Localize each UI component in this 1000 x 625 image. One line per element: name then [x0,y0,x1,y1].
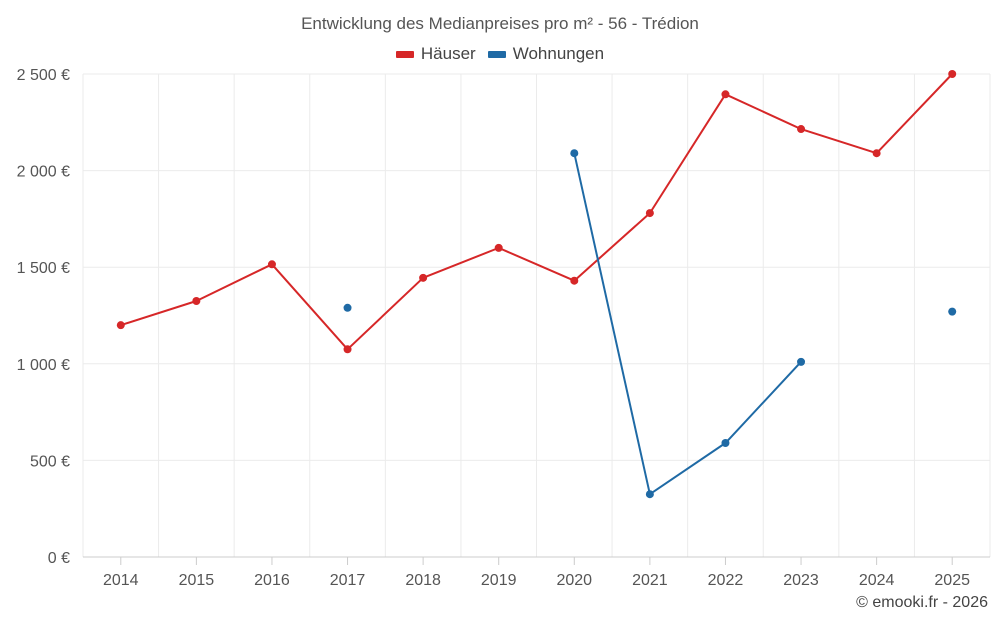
point-haeuser-2025 [948,70,957,78]
y-tick-label-1500: 1 500 € [17,260,70,277]
legend-item-wohnungen[interactable]: Wohnungen [487,44,605,64]
x-tick-label-2021: 2021 [632,572,668,589]
point-haeuser-2014 [116,321,125,330]
point-haeuser-2022 [721,90,730,99]
legend-label-wohnungen: Wohnungen [512,44,605,63]
series-line-haeuser-0 [120,73,953,351]
point-wohnungen-2021 [645,490,654,499]
point-wohnungen-2025 [948,307,957,316]
x-tick-label-2022: 2022 [708,572,744,589]
y-tick-label-1000: 1 000 € [17,357,70,374]
point-wohnungen-2020 [570,149,579,158]
legend-swatch-wohnungen [487,50,506,58]
point-haeuser-2019 [494,243,503,252]
point-haeuser-2020 [570,276,579,285]
y-tick-label-2500: 2 500 € [17,67,70,84]
x-tick-label-2025: 2025 [934,572,970,589]
legend-swatch-haeuser [395,50,414,58]
x-tick-label-2020: 2020 [556,572,592,589]
point-wohnungen-2022 [721,439,730,448]
point-haeuser-2015 [192,297,201,306]
y-tick-label-0: 0 € [48,550,70,567]
x-tick-label-2019: 2019 [481,572,517,589]
y-tick-label-2000: 2 000 € [17,164,70,181]
x-tick-label-2015: 2015 [179,572,215,589]
point-wohnungen-2023 [797,357,806,366]
legend-item-haeuser[interactable]: Häuser [395,44,476,64]
point-haeuser-2018 [419,273,428,282]
x-tick-label-2018: 2018 [405,572,441,589]
copyright-text: © emooki.fr - 2026 [856,594,988,611]
legend-label-haeuser: Häuser [420,44,476,63]
point-haeuser-2021 [645,209,654,218]
series-line-wohnungen-1 [573,152,802,496]
legend: Häuser Wohnungen [0,44,1000,64]
point-haeuser-2023 [797,125,806,134]
point-haeuser-2017 [343,345,352,354]
x-tick-label-2014: 2014 [103,572,139,589]
point-haeuser-2024 [872,149,881,158]
x-tick-label-2017: 2017 [330,572,366,589]
point-wohnungen-2017 [343,303,352,312]
y-tick-label-500: 500 € [30,453,70,470]
x-tick-label-2016: 2016 [254,572,290,589]
x-tick-label-2023: 2023 [783,572,819,589]
x-tick-label-2024: 2024 [859,572,895,589]
chart-title: Entwicklung des Medianpreises pro m² - 5… [301,14,699,33]
point-haeuser-2016 [267,260,276,269]
